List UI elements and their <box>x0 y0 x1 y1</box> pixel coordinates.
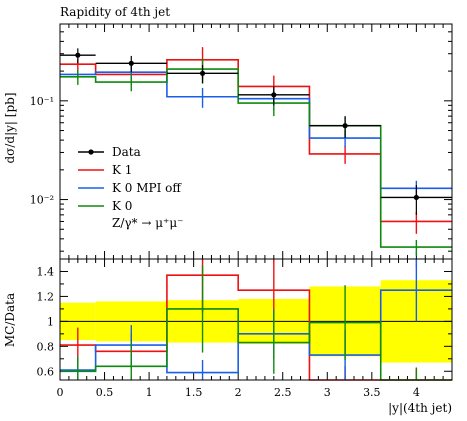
data-point <box>128 60 134 66</box>
main-y-tick-label: 10⁻² <box>30 194 54 207</box>
ratio-y-tick-label: 1.2 <box>37 290 55 303</box>
x-tick-label: 1.5 <box>185 386 203 399</box>
x-tick-label: 3 <box>324 386 331 399</box>
data-point <box>271 92 277 98</box>
main-histogram-line <box>60 68 452 248</box>
x-tick-label: 4 <box>413 386 420 399</box>
ratio-y-tick-label: 0.6 <box>37 365 55 378</box>
ratio-panel-frame <box>59 258 453 381</box>
main-y-tick-label: 10⁻¹ <box>30 95 54 108</box>
x-tick-label: 2.5 <box>274 386 292 399</box>
x-tick-label: 0.5 <box>96 386 114 399</box>
data-point <box>199 70 206 76</box>
legend-entry-1: K 1 <box>112 163 132 177</box>
data-point <box>413 194 419 201</box>
legend-marker <box>88 149 94 155</box>
legend-process-annotation: Z/γ* → μ⁺μ⁻ <box>112 216 184 230</box>
data-point <box>75 52 81 58</box>
x-tick-label: 2 <box>235 386 242 399</box>
ratio-y-axis-label: MC/Data <box>3 293 17 347</box>
x-tick-label: 0 <box>57 386 64 399</box>
x-axis-label: |y|(4th jet) <box>388 401 452 415</box>
ratio-histogram-line <box>60 308 452 381</box>
main-panel: 10⁻¹ 10⁻² <box>30 24 453 259</box>
legend-entry-3: K 0 <box>112 199 132 213</box>
plot-title: Rapidity of 4th jet <box>60 5 170 19</box>
x-tick-label: 3.5 <box>363 386 381 399</box>
ratio-y-tick-label: 1.4 <box>37 265 55 278</box>
data-point <box>342 123 348 129</box>
x-tick-label: 1 <box>146 386 153 399</box>
ratio-y-tick-label: 0.8 <box>37 340 55 353</box>
ratio-y-tick-label: 1 <box>47 315 54 328</box>
main-y-axis-label: dσ/d|y| [pb] <box>3 92 17 163</box>
ratio-panel: 0.6 0.8 1 1.2 1.4 0 0.5 1 1.5 2 2.5 3 3.5 4 <box>37 259 453 399</box>
legend: Data K 1 K 0 MPI off K 0 Z/γ* → μ⁺μ⁻ <box>78 145 184 230</box>
legend-entry-0: Data <box>112 145 141 159</box>
legend-entry-2: K 0 MPI off <box>112 181 182 195</box>
